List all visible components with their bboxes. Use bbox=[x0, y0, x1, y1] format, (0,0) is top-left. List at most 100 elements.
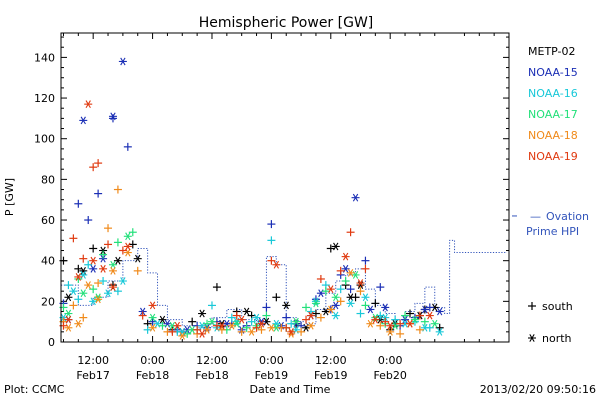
star-d2 bbox=[199, 309, 205, 318]
metp-02-north-point bbox=[133, 254, 142, 263]
star-d2 bbox=[347, 268, 354, 277]
noaa-15-north-point bbox=[89, 264, 98, 273]
star-d2 bbox=[199, 329, 205, 338]
noaa-15-south-point bbox=[123, 142, 132, 151]
noaa-19-south-point bbox=[252, 323, 261, 332]
star-d2 bbox=[347, 293, 354, 302]
metp-02-south-point bbox=[188, 317, 197, 326]
noaa-19-north-point bbox=[148, 301, 157, 310]
noaa-19-north-point bbox=[405, 319, 414, 328]
noaa-16-north-point bbox=[381, 313, 390, 322]
noaa-16-south-point bbox=[113, 287, 122, 296]
noaa-16-north-point bbox=[435, 327, 444, 336]
footer-timestamp: 2013/02/20 09:50:16 bbox=[480, 383, 596, 396]
noaa-16-south-point bbox=[267, 236, 276, 245]
x-tick-time-label: 12:00 bbox=[315, 354, 347, 367]
star-d2 bbox=[80, 116, 86, 125]
noaa-16-south-point bbox=[84, 260, 93, 269]
star-d2 bbox=[387, 321, 393, 330]
noaa-18-south-point bbox=[217, 325, 226, 334]
legend-series-label: NOAA-19 bbox=[528, 150, 578, 163]
noaa-15-north-point bbox=[79, 116, 88, 125]
noaa-16-south-point bbox=[143, 325, 152, 334]
metp-02-north-point bbox=[282, 301, 291, 310]
noaa-18-north-point bbox=[108, 266, 117, 275]
star-d2 bbox=[239, 315, 245, 324]
noaa-15-south-point bbox=[346, 285, 355, 294]
x-tick-day-label: Feb19 bbox=[255, 369, 288, 382]
metp-02-north-point bbox=[242, 307, 251, 316]
noaa-15-north-point bbox=[366, 305, 375, 314]
noaa-19-north-point bbox=[237, 315, 246, 324]
noaa-19-north-point bbox=[173, 321, 182, 330]
star-d2 bbox=[179, 332, 185, 340]
noaa-19-south-point bbox=[79, 254, 88, 263]
star-d2 bbox=[362, 293, 369, 302]
noaa-15-north-point bbox=[420, 305, 429, 314]
star-d2 bbox=[437, 327, 443, 336]
legend-series-label: NOAA-15 bbox=[528, 66, 578, 79]
noaa-18-north-point bbox=[227, 321, 236, 330]
noaa-19-south-point bbox=[118, 246, 127, 255]
y-tick-label: 20 bbox=[41, 295, 55, 308]
noaa-17-south-point bbox=[401, 311, 410, 320]
noaa-15-north-point bbox=[331, 301, 340, 310]
noaa-17-south-point bbox=[420, 317, 429, 326]
noaa-16-north-point bbox=[346, 299, 355, 308]
data-points bbox=[59, 57, 444, 340]
noaa-19-south-point bbox=[282, 323, 291, 332]
noaa-16-north-point bbox=[104, 289, 113, 298]
noaa-17-south-point bbox=[128, 228, 137, 237]
noaa-19-north-point bbox=[306, 311, 315, 320]
y-tick-label: 140 bbox=[34, 51, 55, 64]
metp-02-north-point bbox=[99, 246, 108, 255]
star-d2 bbox=[140, 307, 146, 316]
star-d2 bbox=[333, 293, 339, 302]
star-d2 bbox=[273, 260, 280, 269]
noaa-18-north-point bbox=[326, 305, 335, 314]
star-d2 bbox=[65, 323, 72, 332]
noaa-15-north-point bbox=[435, 307, 444, 316]
star-d2 bbox=[382, 313, 388, 322]
star-d2 bbox=[120, 57, 126, 66]
x-tick-day-label: Feb18 bbox=[195, 369, 228, 382]
star-d2 bbox=[169, 321, 176, 330]
noaa-18-south-point bbox=[415, 325, 424, 334]
noaa-15-south-point bbox=[262, 303, 271, 312]
star-d2 bbox=[110, 260, 116, 269]
y-tick-label: 60 bbox=[41, 214, 55, 227]
star-d2 bbox=[357, 279, 364, 287]
noaa-17-south-point bbox=[262, 311, 271, 320]
noaa-17-north-point bbox=[292, 317, 301, 326]
noaa-19-north-point bbox=[341, 252, 350, 261]
star-d2 bbox=[75, 273, 81, 281]
noaa-19-south-point bbox=[69, 234, 78, 243]
y-tick-label: 0 bbox=[48, 336, 55, 349]
y-tick-label: 80 bbox=[41, 173, 55, 186]
noaa-19-north-point bbox=[386, 321, 395, 330]
star-d2 bbox=[105, 289, 111, 298]
star-d2 bbox=[149, 301, 156, 310]
legend-north-label: north bbox=[542, 332, 572, 345]
noaa-15-south-point bbox=[267, 220, 276, 229]
noaa-18-south-point bbox=[133, 266, 142, 275]
star-d2 bbox=[412, 315, 418, 324]
star-d2 bbox=[65, 315, 72, 324]
metp-02-north-point bbox=[198, 309, 207, 318]
noaa-19-north-point bbox=[356, 279, 365, 287]
legend-series-label: NOAA-17 bbox=[528, 108, 578, 121]
noaa-18-north-point bbox=[74, 319, 83, 328]
star-d2 bbox=[125, 248, 131, 257]
star-d2 bbox=[243, 307, 250, 316]
noaa-18-north-point bbox=[346, 268, 355, 277]
noaa-19-north-point bbox=[287, 327, 296, 336]
star-d2 bbox=[65, 309, 72, 318]
y-tick-label: 100 bbox=[34, 133, 55, 146]
noaa-15-north-point bbox=[99, 254, 108, 263]
star-d2 bbox=[432, 303, 438, 312]
noaa-19-north-point bbox=[89, 256, 98, 265]
star-d2 bbox=[125, 242, 131, 251]
star-d2 bbox=[85, 100, 91, 109]
noaa-18-north-point bbox=[94, 295, 103, 304]
